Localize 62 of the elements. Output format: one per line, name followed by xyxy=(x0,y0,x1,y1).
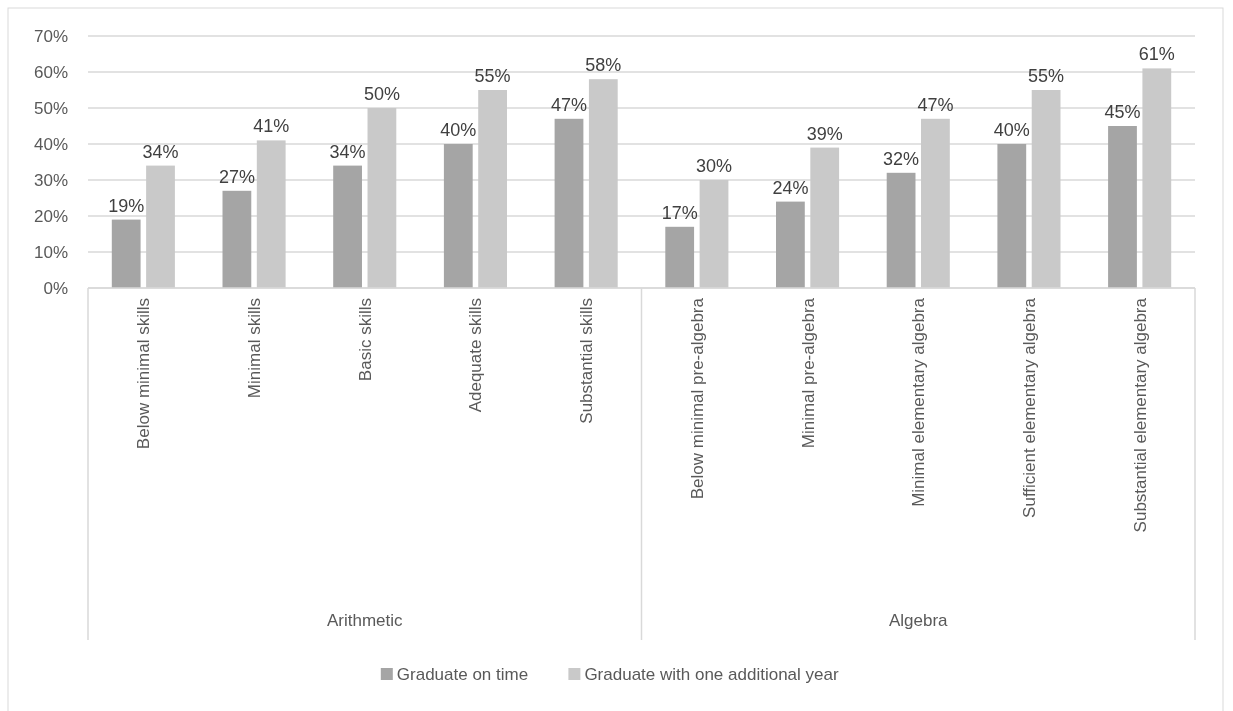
x-tick-label: Sufficient elementary algebra xyxy=(1019,297,1039,518)
bar xyxy=(1031,90,1061,288)
data-label: 30% xyxy=(695,156,733,176)
bar xyxy=(478,90,507,288)
y-tick-label: 40% xyxy=(33,135,68,154)
data-label: 40% xyxy=(440,120,477,140)
bar xyxy=(443,144,473,288)
legend-label: Graduate on time xyxy=(396,665,529,684)
data-label: 41% xyxy=(253,116,290,137)
data-label: 19% xyxy=(108,195,145,216)
bar xyxy=(554,118,584,288)
bar xyxy=(886,172,916,288)
y-tick-label: 20% xyxy=(33,207,68,226)
bar xyxy=(588,79,618,288)
data-label: 50% xyxy=(363,84,400,104)
data-label: 17% xyxy=(661,202,698,223)
data-label: 34% xyxy=(329,141,366,162)
text: Arithmetic xyxy=(326,611,404,630)
y-tick-label: 60% xyxy=(33,63,68,82)
y-tick-label: 0% xyxy=(43,279,68,298)
bar xyxy=(921,118,950,288)
data-label: 40% xyxy=(993,120,1030,140)
data-label: 58% xyxy=(585,55,622,76)
text: Algebra xyxy=(888,611,949,630)
bar xyxy=(256,140,286,288)
bar xyxy=(810,147,840,288)
x-tick-label: Minimal skills xyxy=(245,298,265,399)
data-label: 45% xyxy=(1104,102,1141,122)
bar xyxy=(1142,68,1172,288)
bar xyxy=(146,165,175,288)
data-label: 55% xyxy=(1028,66,1065,86)
bar xyxy=(699,180,729,288)
data-label: 39% xyxy=(806,123,843,144)
data-label: 27% xyxy=(218,166,255,187)
bar xyxy=(222,190,252,288)
bar xyxy=(367,108,397,288)
x-tick-label: Minimal elementary algebra xyxy=(909,297,929,507)
x-tick-label: Substantial skills xyxy=(577,298,597,424)
x-tick-label: Minimal pre-algebra xyxy=(798,297,818,449)
data-label: 47% xyxy=(917,94,954,115)
y-tick-label: 30% xyxy=(33,171,68,190)
data-label: 61% xyxy=(1138,44,1175,65)
bar xyxy=(665,226,695,288)
data-label: 24% xyxy=(772,177,809,198)
x-tick-label: Substantial elementary algebra xyxy=(1130,297,1150,533)
bar xyxy=(111,219,141,288)
y-tick-label: 10% xyxy=(33,243,68,262)
bar xyxy=(997,144,1027,288)
data-label: 47% xyxy=(550,94,588,115)
data-label: 55% xyxy=(474,66,511,86)
x-tick-label: Basic skills xyxy=(355,298,375,382)
bar xyxy=(333,165,362,288)
bar xyxy=(1108,126,1137,288)
data-label: 34% xyxy=(142,141,179,162)
bar xyxy=(776,201,805,288)
y-tick-label: 70% xyxy=(33,27,68,46)
x-tick-label: Below minimal skills xyxy=(134,298,154,450)
x-tick-label: Adequate skills xyxy=(466,298,486,413)
x-tick-label: Below minimal pre-algebra xyxy=(687,297,707,500)
data-label: 32% xyxy=(883,148,920,169)
legend-label: Graduate with one additional year xyxy=(584,665,839,684)
y-tick-label: 50% xyxy=(33,99,68,118)
